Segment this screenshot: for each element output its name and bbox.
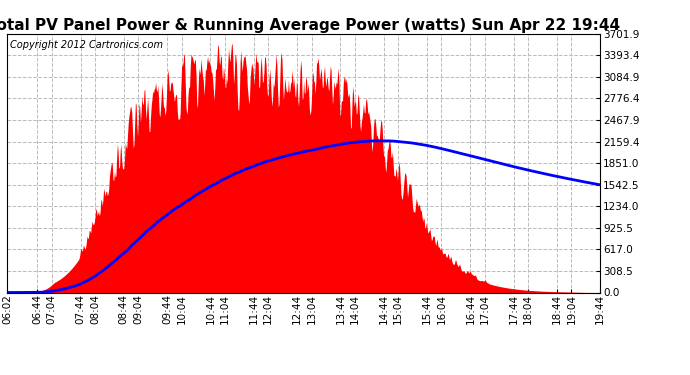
Text: Copyright 2012 Cartronics.com: Copyright 2012 Cartronics.com [10, 40, 163, 50]
Title: Total PV Panel Power & Running Average Power (watts) Sun Apr 22 19:44: Total PV Panel Power & Running Average P… [0, 18, 620, 33]
